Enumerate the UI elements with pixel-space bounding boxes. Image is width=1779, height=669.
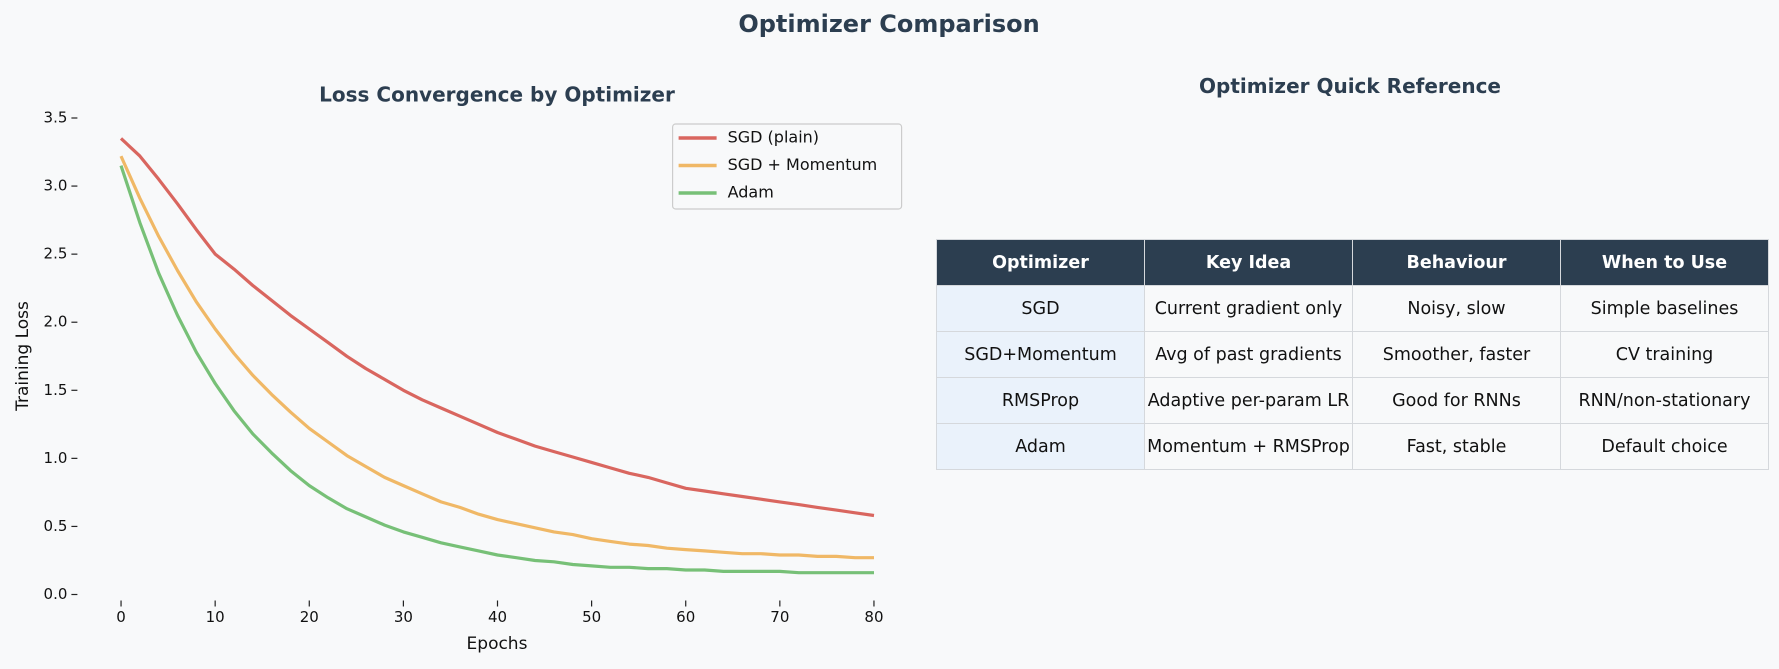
- x-tick-label: 40: [488, 608, 507, 626]
- header-cell: Optimizer: [936, 239, 1145, 286]
- y-tick-label: 2.0: [44, 313, 68, 331]
- x-tick-label: 30: [394, 608, 413, 626]
- page-title: Optimizer Comparison: [738, 10, 1039, 38]
- x-tick-label: 50: [582, 608, 601, 626]
- table-row: Adam Momentum + RMSProp Fast, stable Defaul…: [936, 423, 1769, 470]
- table-cell: Fast, stable: [1352, 423, 1561, 470]
- table-cell: Avg of past gradients: [1144, 331, 1353, 378]
- y-tick-label: 3.5: [44, 109, 68, 127]
- table: Optimizer Key Idea Behaviour When to Use SGD…: [936, 239, 1769, 470]
- x-tick-label: 70: [770, 608, 789, 626]
- x-tick-label: 20: [300, 608, 319, 626]
- legend-label: Adam: [728, 183, 774, 202]
- table-cell: Noisy, slow: [1352, 285, 1561, 332]
- table-cell: Default choice: [1560, 423, 1769, 470]
- table-cell: Good for RNNs: [1352, 377, 1561, 424]
- table-cell: RMSProp: [936, 377, 1145, 424]
- table-row: RMSProp Adaptive per-param LR Good for RNN…: [936, 377, 1769, 424]
- table-cell: SGD+Momentum: [936, 331, 1145, 378]
- table-cell: Adam: [936, 423, 1145, 470]
- header-cell: Behaviour: [1352, 239, 1561, 286]
- table-row: SGD Current gradient only Noisy, slow Simpl…: [936, 285, 1769, 332]
- line: [119, 165, 874, 575]
- y-tick-label: 1.5: [44, 381, 68, 399]
- header-cell: Key Idea: [1144, 239, 1353, 286]
- header-cell: When to Use: [1560, 239, 1769, 286]
- y-tick-label: 3.0: [44, 177, 68, 195]
- y-axis-label: Training Loss: [13, 301, 33, 412]
- line: [119, 155, 874, 560]
- y-tick-label: 0.5: [44, 517, 68, 535]
- table-body: SGD Current gradient only Noisy, slow Simpl…: [936, 285, 1769, 470]
- x-tick-label: 60: [676, 608, 695, 626]
- chart-title: Loss Convergence by Optimizer: [319, 83, 675, 107]
- table-title: Optimizer Quick Reference: [1199, 74, 1501, 98]
- table-cell: Smoother, faster: [1352, 331, 1561, 378]
- header-row: Optimizer Key Idea Behaviour When to Use: [936, 239, 1769, 286]
- y-tick-label: 1.0: [44, 449, 68, 467]
- table-row: SGD+Momentum Avg of past gradients Smoothe…: [936, 331, 1769, 378]
- x-axis-label: Epochs: [467, 634, 528, 654]
- line: [119, 137, 875, 518]
- legend-label: SGD (plain): [728, 128, 819, 147]
- x-tick-label: 80: [864, 608, 883, 626]
- legend-label: SGD + Momentum: [728, 155, 878, 174]
- table-cell: CV training: [1560, 331, 1769, 378]
- x-tick-label: 0: [116, 608, 126, 626]
- table-cell: SGD: [936, 285, 1145, 332]
- y-tick-label: 2.5: [44, 245, 68, 263]
- table-cell: Adaptive per-param LR: [1144, 377, 1353, 424]
- x-tick-label: 10: [206, 608, 225, 626]
- table-cell: Simple baselines: [1560, 285, 1769, 332]
- table-cell: Momentum + RMSProp: [1144, 423, 1353, 470]
- legend-box: [671, 123, 903, 210]
- y-tick-label: 0.0: [44, 585, 68, 603]
- table-cell: Current gradient only: [1144, 285, 1353, 332]
- table-cell: RNN/non-stationary: [1560, 377, 1769, 424]
